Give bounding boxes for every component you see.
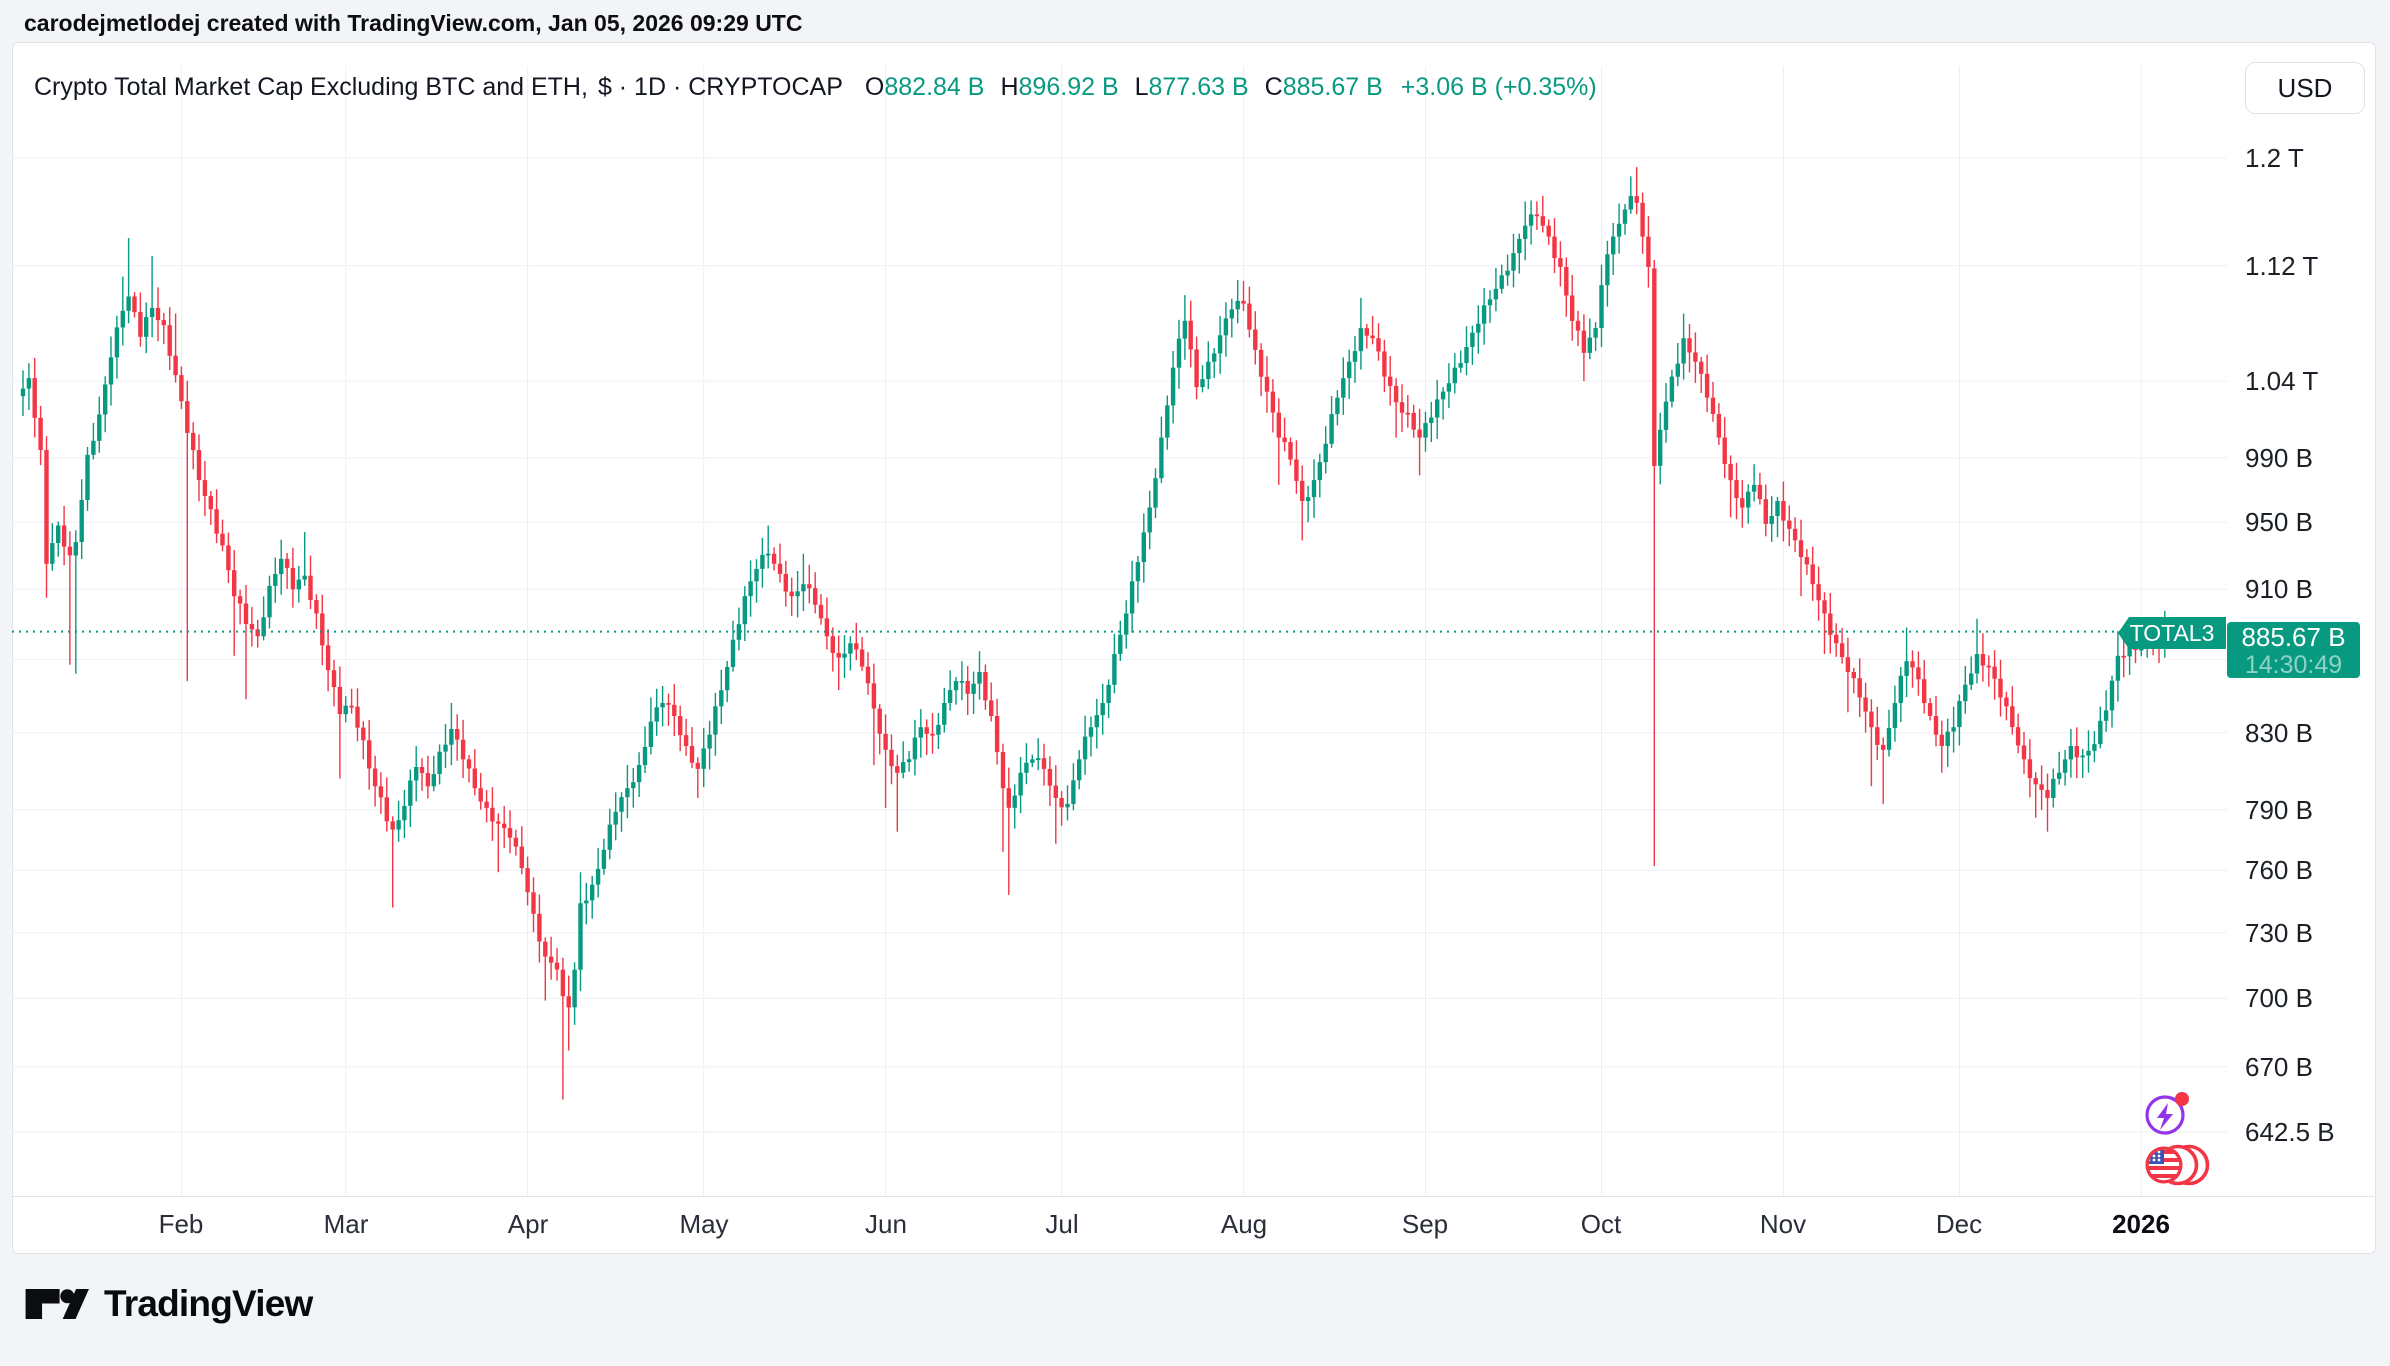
price-tick: 830 B [2245, 718, 2313, 748]
time-tick: Apr [507, 1209, 549, 1239]
chart-corner-icons [2142, 1090, 2212, 1190]
last-price-value: 885.67 B [2241, 621, 2346, 652]
ohlc-close: C885.67 B [1264, 72, 1383, 101]
time-tick: Dec [1935, 1209, 1983, 1239]
brand-text: TradingView [104, 1283, 313, 1324]
ohlc-high: H896.92 B [1000, 72, 1119, 101]
last-price-label: 885.67 B 14:30:49 [2227, 622, 2360, 678]
lightning-icon[interactable] [2142, 1090, 2194, 1138]
price-tick: 1.04 T [2245, 366, 2319, 396]
price-tick: 910 B [2245, 574, 2313, 604]
price-tick: 730 B [2245, 918, 2313, 948]
ohlc-values: O882.84 B H896.92 B L877.63 B C885.67 B [865, 73, 1399, 102]
symbol-meta: $ · 1D · CRYPTOCAP [597, 72, 843, 101]
time-tick: Jul [1045, 1209, 1079, 1239]
time-axis[interactable]: Feb Mar Apr May Jun Jul Aug Sep Oct Nov Dec 2026 [12, 1196, 2374, 1253]
time-tick: Feb [158, 1209, 204, 1239]
price-tick: 1.2 T [2245, 143, 2304, 173]
symbol-title-row: Crypto Total Market Cap Excluding BTC an… [34, 64, 1597, 110]
bar-close-countdown: 14:30:49 [2244, 650, 2343, 679]
price-tick: 700 B [2245, 983, 2313, 1013]
price-tick: 760 B [2245, 855, 2313, 885]
tradingview-logo[interactable]: TradingView [24, 1283, 313, 1325]
ohlc-low: L877.63 B [1134, 72, 1249, 101]
time-tick: Sep [1401, 1209, 1449, 1239]
price-tick: 990 B [2245, 443, 2313, 473]
price-tick: 642.5 B [2245, 1117, 2335, 1147]
price-axis[interactable]: 1.2 T 1.12 T 1.04 T 990 B 950 B 910 B 830 B 790… [2245, 66, 2375, 1196]
currency-button[interactable]: USD [2245, 62, 2365, 114]
time-tick: May [679, 1209, 729, 1239]
time-tick: Oct [1580, 1209, 1622, 1239]
notification-badge [2175, 1092, 2189, 1106]
time-tick: Mar [323, 1209, 369, 1239]
symbol-title[interactable]: Crypto Total Market Cap Excluding BTC an… [34, 72, 588, 101]
time-tick: Aug [1220, 1209, 1268, 1239]
price-tick: 1.12 T [2245, 251, 2319, 281]
time-tick: Nov [1759, 1209, 1807, 1239]
chart-card [12, 42, 2376, 1254]
time-tick: Jun [865, 1209, 907, 1239]
change-value: +3.06 B (+0.35%) [1400, 72, 1597, 101]
time-tick: 2026 [2112, 1209, 2170, 1239]
price-tick: 950 B [2245, 507, 2313, 537]
price-line-symbol-flag: TOTAL3 [2118, 617, 2226, 649]
tradingview-logo-icon [25, 1289, 89, 1319]
price-tick: 670 B [2245, 1052, 2313, 1082]
attribution-text: carodejmetlodej created with TradingView… [24, 10, 803, 36]
us-flag-globe-icon[interactable] [2142, 1142, 2212, 1188]
price-tick: 790 B [2245, 795, 2313, 825]
ohlc-open: O882.84 B [864, 72, 985, 101]
